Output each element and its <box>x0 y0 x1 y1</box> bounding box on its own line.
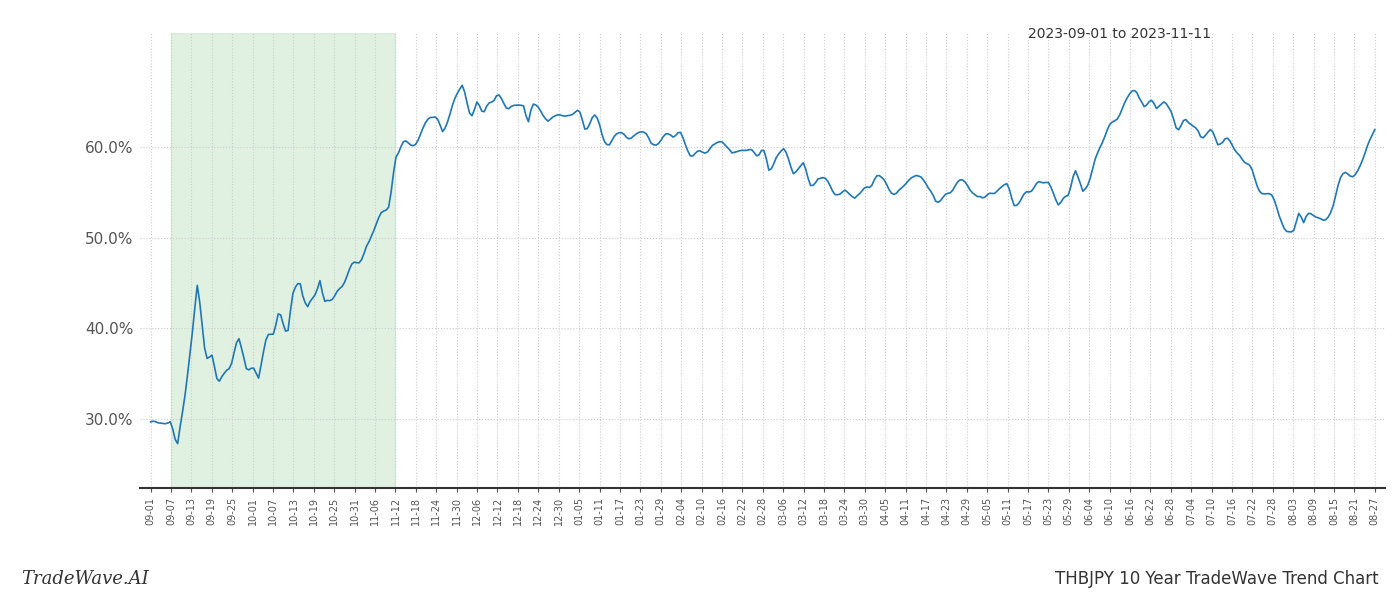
Text: THBJPY 10 Year TradeWave Trend Chart: THBJPY 10 Year TradeWave Trend Chart <box>1056 570 1379 588</box>
Text: 2023-09-01 to 2023-11-11: 2023-09-01 to 2023-11-11 <box>1028 27 1211 41</box>
Text: TradeWave.AI: TradeWave.AI <box>21 570 148 588</box>
Bar <box>171 33 395 488</box>
